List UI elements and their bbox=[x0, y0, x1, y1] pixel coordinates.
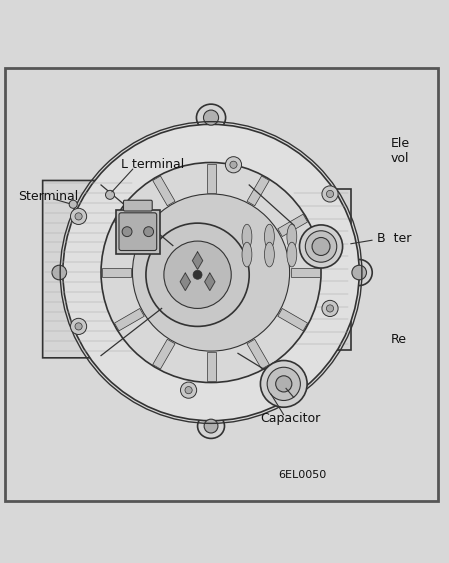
Ellipse shape bbox=[242, 224, 252, 249]
Circle shape bbox=[305, 231, 337, 262]
Polygon shape bbox=[193, 252, 202, 269]
Polygon shape bbox=[114, 309, 144, 331]
Circle shape bbox=[193, 270, 202, 279]
Polygon shape bbox=[278, 309, 308, 331]
Circle shape bbox=[146, 223, 249, 327]
Ellipse shape bbox=[287, 242, 297, 267]
Circle shape bbox=[267, 367, 300, 400]
Circle shape bbox=[52, 265, 66, 280]
Polygon shape bbox=[247, 176, 269, 205]
Text: L terminal: L terminal bbox=[121, 158, 185, 171]
Circle shape bbox=[164, 241, 231, 309]
Circle shape bbox=[70, 208, 87, 225]
Text: Ele
vol: Ele vol bbox=[391, 137, 410, 166]
Polygon shape bbox=[43, 181, 137, 358]
Ellipse shape bbox=[264, 242, 274, 267]
Circle shape bbox=[326, 305, 334, 312]
Polygon shape bbox=[207, 352, 216, 381]
Circle shape bbox=[75, 323, 82, 330]
Polygon shape bbox=[207, 164, 216, 193]
Circle shape bbox=[299, 225, 343, 268]
Polygon shape bbox=[291, 190, 351, 350]
Circle shape bbox=[106, 190, 114, 199]
Ellipse shape bbox=[287, 224, 297, 249]
Text: 6EL0050: 6EL0050 bbox=[278, 470, 326, 480]
Text: Re: Re bbox=[391, 333, 407, 346]
Circle shape bbox=[185, 387, 192, 394]
Polygon shape bbox=[247, 339, 269, 369]
Ellipse shape bbox=[346, 260, 372, 285]
Polygon shape bbox=[153, 176, 175, 205]
Ellipse shape bbox=[242, 242, 252, 267]
Circle shape bbox=[122, 227, 132, 236]
Circle shape bbox=[230, 161, 237, 168]
Circle shape bbox=[276, 376, 292, 392]
Circle shape bbox=[203, 110, 219, 125]
Circle shape bbox=[69, 200, 77, 208]
Circle shape bbox=[144, 227, 154, 236]
Polygon shape bbox=[205, 273, 215, 291]
Circle shape bbox=[63, 124, 359, 421]
Polygon shape bbox=[291, 268, 320, 277]
Circle shape bbox=[204, 419, 218, 433]
Ellipse shape bbox=[197, 104, 225, 131]
Ellipse shape bbox=[264, 224, 274, 249]
Text: B  ter: B ter bbox=[377, 233, 412, 245]
Polygon shape bbox=[116, 209, 160, 254]
FancyBboxPatch shape bbox=[123, 200, 152, 211]
Text: Sterminal: Sterminal bbox=[18, 190, 78, 203]
Polygon shape bbox=[278, 214, 308, 236]
Ellipse shape bbox=[46, 260, 72, 285]
Circle shape bbox=[326, 190, 334, 198]
Polygon shape bbox=[180, 273, 190, 291]
Circle shape bbox=[322, 186, 338, 202]
Text: Capacitor: Capacitor bbox=[260, 412, 321, 425]
Circle shape bbox=[260, 360, 307, 407]
Circle shape bbox=[75, 213, 82, 220]
Polygon shape bbox=[102, 268, 131, 277]
Circle shape bbox=[132, 194, 290, 351]
Circle shape bbox=[352, 265, 366, 280]
Circle shape bbox=[101, 163, 321, 382]
Circle shape bbox=[322, 300, 338, 316]
FancyBboxPatch shape bbox=[119, 213, 157, 251]
Circle shape bbox=[225, 157, 242, 173]
Ellipse shape bbox=[198, 414, 224, 439]
Polygon shape bbox=[114, 214, 144, 236]
Circle shape bbox=[70, 318, 87, 334]
Circle shape bbox=[180, 382, 197, 398]
Circle shape bbox=[312, 238, 330, 256]
Polygon shape bbox=[153, 339, 175, 369]
